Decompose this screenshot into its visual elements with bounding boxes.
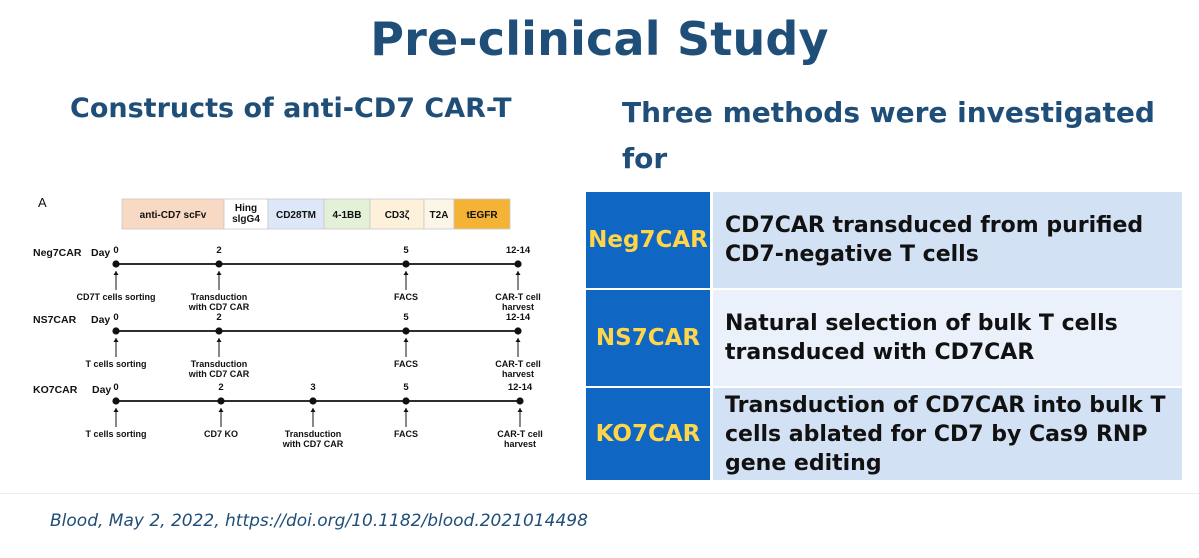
timeline-point — [309, 397, 317, 405]
timeline-arrowhead — [113, 338, 119, 342]
method-description: Natural selection of bulk T cells transd… — [713, 290, 1182, 386]
timeline-step-label: Transduction with CD7 CAR — [282, 429, 344, 449]
diagram-heading: Constructs of anti-CD7 CAR-T — [70, 93, 512, 124]
construct-segment-label: 4-1BB — [333, 210, 362, 221]
timeline-day: 0 — [113, 245, 118, 256]
timeline-point — [516, 397, 524, 405]
method-description: Transduction of CD7CAR into bulk T cells… — [713, 388, 1182, 480]
construct-segment-label: CD3ζ — [385, 210, 410, 221]
timeline-day-label: Day — [91, 247, 110, 259]
timeline-arrowhead — [515, 271, 521, 275]
timeline-arrowhead — [403, 338, 409, 342]
timeline-day: 5 — [403, 245, 409, 256]
timeline-day: 2 — [216, 245, 221, 256]
construct-segment — [323, 198, 371, 230]
timeline-step-label: FACS — [394, 359, 418, 369]
methods-table: Neg7CAR CD7CAR transduced from purified … — [586, 192, 1182, 480]
timeline-point — [514, 260, 522, 268]
timeline-arrowhead — [113, 408, 119, 412]
timeline-day-label: Day — [92, 384, 111, 396]
timeline-step-label: FACS — [394, 429, 418, 439]
methods-heading-line-1: Three methods were investigated for — [622, 96, 1155, 175]
timeline-point — [402, 260, 410, 268]
timeline-day: 3 — [310, 382, 315, 393]
timeline-name: NS7CAR — [33, 314, 77, 326]
timeline-step-label: Transduction with CD7 CAR — [188, 292, 250, 312]
timeline-day: 2 — [216, 312, 221, 323]
timeline-arrowhead — [310, 408, 316, 412]
timeline-step-label: CD7T cells sorting — [76, 292, 155, 302]
construct-segment — [267, 198, 325, 230]
construct-segment — [369, 198, 425, 230]
page-title: Pre-clinical Study — [370, 12, 829, 66]
construct-segment — [223, 198, 269, 230]
timeline-step-label: CD7 KO — [204, 429, 238, 439]
timeline-point — [514, 327, 522, 335]
timeline-arrowhead — [517, 408, 523, 412]
timeline-point — [215, 327, 223, 335]
timeline-arrowhead — [113, 271, 119, 275]
timeline-point — [112, 327, 120, 335]
timeline-step-label: CAR-T cell harvest — [497, 429, 543, 449]
timeline-day: 2 — [218, 382, 223, 393]
timeline-step-label: CAR-T cell harvest — [495, 359, 541, 379]
timeline-point — [112, 260, 120, 268]
timeline-day: 0 — [113, 312, 118, 323]
timeline-arrowhead — [403, 408, 409, 412]
timeline-arrowhead — [515, 338, 521, 342]
timeline-step-label: Transduction with CD7 CAR — [188, 359, 250, 379]
timeline-step-label: T cells sorting — [85, 429, 146, 439]
timeline-day: 5 — [403, 382, 409, 393]
construct-segment-label: CD28TM — [276, 210, 316, 221]
method-name: Neg7CAR — [586, 192, 713, 288]
timeline-arrowhead — [216, 338, 222, 342]
method-name: KO7CAR — [586, 388, 713, 480]
construct-segment-label: tEGFR — [466, 210, 498, 221]
timeline-point — [112, 397, 120, 405]
method-name: NS7CAR — [586, 290, 713, 386]
divider — [0, 493, 1199, 494]
citation: Blood, May 2, 2022, https://doi.org/10.1… — [50, 511, 588, 531]
timeline-name: KO7CAR — [33, 384, 78, 396]
construct-segment-label: T2A — [430, 210, 449, 221]
timeline-name: Neg7CAR — [33, 247, 82, 259]
method-row-ns7car: NS7CAR Natural selection of bulk T cells… — [586, 288, 1182, 386]
timeline-arrowhead — [403, 271, 409, 275]
method-description: CD7CAR transduced from purified CD7-nega… — [713, 192, 1182, 288]
timeline-step-label: FACS — [394, 292, 418, 302]
timeline-day: 5 — [403, 312, 409, 323]
construct-segment — [423, 198, 455, 230]
timeline-point — [402, 397, 410, 405]
timeline-step-label: CAR-T cell harvest — [495, 292, 541, 312]
timeline-day: 0 — [113, 382, 118, 393]
panel-label: A — [38, 195, 47, 210]
construct-segment-label: anti-CD7 scFv — [140, 210, 207, 221]
method-row-neg7car: Neg7CAR CD7CAR transduced from purified … — [586, 192, 1182, 288]
timeline-day-label: Day — [91, 314, 110, 326]
timeline-point — [402, 327, 410, 335]
timeline-arrowhead — [216, 271, 222, 275]
construct-segment-label: Hing slgG4 — [232, 203, 260, 225]
timeline-step-label: T cells sorting — [85, 359, 146, 369]
method-row-ko7car: KO7CAR Transduction of CD7CAR into bulk … — [586, 386, 1182, 480]
timeline-arrowhead — [218, 408, 224, 412]
timeline-day: 12-14 — [506, 312, 531, 323]
timeline-day: 12-14 — [508, 382, 533, 393]
timeline-day: 12-14 — [506, 245, 531, 256]
construct-segment — [453, 198, 511, 230]
timeline-point — [217, 397, 225, 405]
timeline-point — [215, 260, 223, 268]
